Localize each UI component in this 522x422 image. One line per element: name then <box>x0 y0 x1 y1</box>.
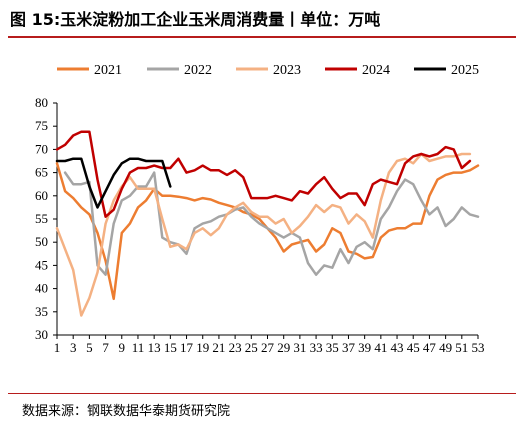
x-tick-label: 35 <box>326 340 339 355</box>
x-tick-label: 31 <box>293 340 306 355</box>
x-tick-label: 49 <box>439 340 452 355</box>
x-tick-label: 27 <box>261 340 275 355</box>
x-tick-label: 15 <box>164 340 177 355</box>
x-tick-label: 3 <box>70 340 77 355</box>
x-tick-label: 43 <box>391 340 404 355</box>
x-tick-label: 7 <box>102 340 109 355</box>
chart-legend: 2021 2022 2023 2024 2025 <box>57 63 479 78</box>
x-tick-label: 5 <box>86 340 93 355</box>
series-line-2021 <box>55 162 480 301</box>
x-tick-label: 23 <box>229 340 242 355</box>
x-tick-label: 47 <box>423 340 437 355</box>
legend-label-2024: 2024 <box>362 63 390 78</box>
x-tick-label: 33 <box>310 340 323 355</box>
y-tick-label: 65 <box>35 165 48 180</box>
x-tick-label: 19 <box>196 340 209 355</box>
x-tick-label: 39 <box>358 340 371 355</box>
legend-label-2023: 2023 <box>273 63 301 78</box>
y-tick-label: 50 <box>35 234 48 249</box>
series-line-2024 <box>55 130 472 218</box>
y-tick-label: 60 <box>35 188 48 203</box>
y-tick-label: 30 <box>35 327 48 342</box>
title-divider <box>8 36 516 38</box>
series-line-2023 <box>55 152 472 317</box>
legend-label-2022: 2022 <box>184 63 212 78</box>
x-tick-label: 51 <box>455 340 468 355</box>
series-line-2025 <box>55 157 172 209</box>
x-tick-label: 41 <box>374 340 387 355</box>
legend-label-2021: 2021 <box>94 63 122 78</box>
x-tick-label: 37 <box>342 340 356 355</box>
x-tick-label: 45 <box>407 340 420 355</box>
source-note: 数据来源：钢联数据华泰期货研究院 <box>22 404 231 419</box>
y-tick-label: 55 <box>35 211 48 226</box>
y-tick-label: 35 <box>35 304 48 319</box>
y-tick-label: 40 <box>35 281 48 296</box>
x-tick-label: 29 <box>277 340 290 355</box>
x-tick-label: 21 <box>212 340 225 355</box>
y-tick-label: 70 <box>35 141 48 156</box>
chart-series <box>55 130 480 317</box>
x-tick-label: 25 <box>245 340 258 355</box>
x-tick-label: 13 <box>148 340 161 355</box>
y-tick-label: 45 <box>35 257 48 272</box>
legend-label-2025: 2025 <box>451 63 479 78</box>
x-tick-label: 17 <box>180 340 194 355</box>
x-tick-label: 9 <box>119 340 126 355</box>
x-tick-label: 1 <box>54 340 61 355</box>
y-tick-label: 75 <box>35 118 48 133</box>
series-line-2022 <box>63 171 480 276</box>
source-divider <box>8 393 516 394</box>
x-tick-label: 53 <box>472 340 485 355</box>
x-tick-label: 11 <box>132 340 145 355</box>
chart-title: 图 15:玉米淀粉加工企业玉米周消费量丨单位：万吨 <box>10 10 381 29</box>
y-tick-label: 80 <box>35 95 48 110</box>
